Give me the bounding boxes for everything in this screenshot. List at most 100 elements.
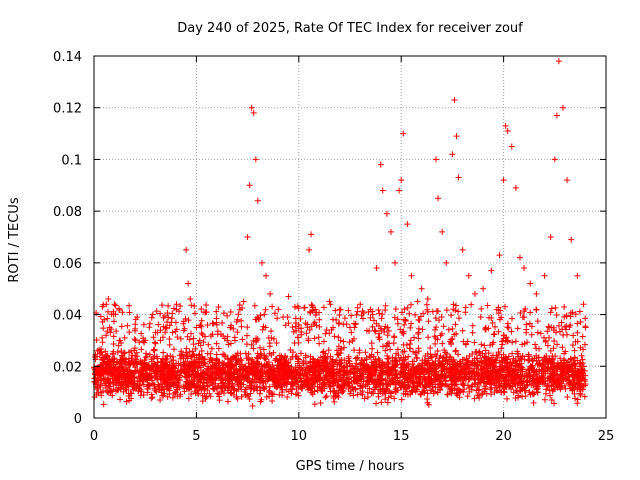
data-point-band xyxy=(286,370,293,377)
data-point-band xyxy=(326,384,333,391)
data-point-band xyxy=(287,356,294,363)
data-point-band xyxy=(365,374,372,381)
data-point-band xyxy=(184,355,191,362)
data-point-band xyxy=(473,368,480,375)
data-point-band xyxy=(425,401,432,408)
data-point-band xyxy=(239,372,246,379)
data-point-band xyxy=(301,373,308,380)
data-point-band xyxy=(419,357,426,364)
data-point-band xyxy=(550,373,557,380)
data-point-band xyxy=(320,304,327,311)
data-point-band xyxy=(219,320,226,327)
data-point-band xyxy=(556,383,563,390)
data-point-band xyxy=(399,329,406,336)
data-point-band xyxy=(369,378,376,385)
data-point-band xyxy=(372,328,379,335)
data-point-band xyxy=(469,329,476,336)
data-point-band xyxy=(134,353,141,360)
data-point-band xyxy=(494,377,501,384)
data-point-band xyxy=(241,376,248,383)
data-point-band xyxy=(169,353,176,360)
data-point-band xyxy=(488,384,495,391)
data-point-band xyxy=(367,314,374,321)
data-point-band xyxy=(378,399,385,406)
data-point-band xyxy=(132,364,139,371)
data-point-band xyxy=(104,389,111,396)
data-point-band xyxy=(437,372,444,379)
data-point-band xyxy=(574,379,581,386)
data-point-band xyxy=(246,396,253,403)
data-point-band xyxy=(471,373,478,380)
data-point-band xyxy=(427,387,434,394)
data-point-band xyxy=(186,336,193,343)
data-point xyxy=(553,112,560,119)
data-point-band xyxy=(504,360,511,367)
data-point-band xyxy=(117,396,124,403)
data-point-band xyxy=(373,376,380,383)
data-point-band xyxy=(560,370,567,377)
data-point-band xyxy=(180,359,187,366)
data-point-band xyxy=(306,369,313,376)
data-point-band xyxy=(307,379,314,386)
data-point-band xyxy=(238,393,245,400)
data-point-band xyxy=(220,351,227,358)
data-point-band xyxy=(323,393,330,400)
data-point-band xyxy=(101,359,108,366)
data-point-band xyxy=(316,323,323,330)
data-point-band xyxy=(314,383,321,390)
data-point-band xyxy=(401,306,408,313)
data-point-band xyxy=(162,357,169,364)
data-point-band xyxy=(186,371,193,378)
data-point-band xyxy=(548,396,555,403)
data-point xyxy=(504,127,511,134)
data-point-band xyxy=(123,398,130,405)
data-point-band xyxy=(384,355,391,362)
data-point-band xyxy=(310,321,317,328)
data-point-band xyxy=(579,382,586,389)
data-point-band xyxy=(163,325,170,332)
data-point-band xyxy=(336,375,343,382)
data-point-band xyxy=(368,340,375,347)
data-point-band xyxy=(541,396,548,403)
chart-title: Day 240 of 2025, Rate Of TEC Index for r… xyxy=(177,21,523,36)
data-point-band xyxy=(166,381,173,388)
data-point-band xyxy=(164,309,171,316)
data-point-band xyxy=(476,394,483,401)
data-point-band xyxy=(151,385,158,392)
data-point-band xyxy=(562,348,569,355)
data-point-band xyxy=(415,345,422,352)
data-point-band xyxy=(448,312,455,319)
data-point-band xyxy=(328,326,335,333)
data-point-band xyxy=(481,342,488,349)
data-point-band xyxy=(351,377,358,384)
data-point-band xyxy=(384,399,391,406)
data-point xyxy=(465,272,472,279)
data-point-band xyxy=(164,319,171,326)
data-point-band xyxy=(358,378,365,385)
data-point-band xyxy=(434,373,441,380)
data-point-band xyxy=(561,313,568,320)
data-point-band xyxy=(438,382,445,389)
data-point-band xyxy=(542,337,549,344)
data-point-band xyxy=(207,333,214,340)
data-point-band xyxy=(508,315,515,322)
data-point-band xyxy=(214,356,221,363)
data-point-band xyxy=(407,324,414,331)
data-point-band xyxy=(352,370,359,377)
data-point-band xyxy=(512,387,519,394)
x-tick-label: 20 xyxy=(495,429,512,444)
data-point-band xyxy=(130,361,137,368)
data-point xyxy=(555,58,562,65)
data-point-band xyxy=(234,329,241,336)
data-point-band xyxy=(555,380,562,387)
data-point-band xyxy=(251,379,258,386)
data-point-band xyxy=(108,326,115,333)
data-point-band xyxy=(253,337,260,344)
data-point-band xyxy=(414,363,421,370)
data-point-band xyxy=(523,378,530,385)
data-point-band xyxy=(157,396,164,403)
data-point-band xyxy=(228,390,235,397)
data-point-band xyxy=(562,385,569,392)
data-point-band xyxy=(198,373,205,380)
data-point-band xyxy=(123,356,130,363)
